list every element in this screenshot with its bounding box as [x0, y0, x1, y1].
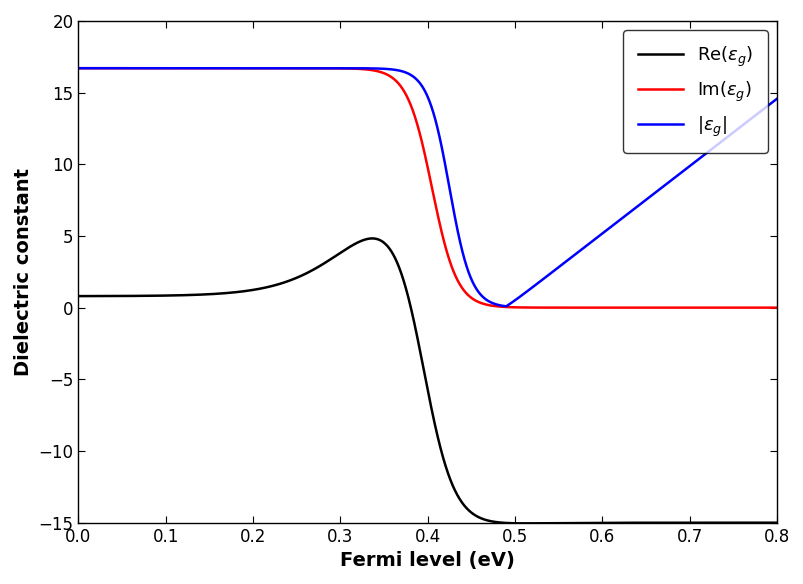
Re($\varepsilon_g$)	[73, 293, 83, 300]
Im($\varepsilon_g$)	[715, 304, 724, 311]
Line: Re($\varepsilon_g$): Re($\varepsilon_g$)	[78, 238, 776, 523]
X-axis label: Fermi level (eV): Fermi level (eV)	[340, 551, 515, 570]
Re($\varepsilon_g$)	[405, 303, 414, 310]
Im($\varepsilon_g$)	[771, 304, 781, 311]
|$\varepsilon_g$|	[750, 112, 760, 119]
Re($\varepsilon_g$)	[581, 519, 590, 526]
Legend: Re($\varepsilon_g$), Im($\varepsilon_g$), |$\varepsilon_g$|: Re($\varepsilon_g$), Im($\varepsilon_g$)…	[622, 30, 767, 153]
|$\varepsilon_g$|	[581, 242, 590, 249]
|$\varepsilon_g$|	[366, 65, 376, 72]
Y-axis label: Dielectric constant: Dielectric constant	[14, 168, 33, 376]
Line: Im($\varepsilon_g$): Im($\varepsilon_g$)	[78, 68, 776, 308]
Im($\varepsilon_g$)	[581, 304, 590, 311]
|$\varepsilon_g$|	[405, 71, 414, 78]
Re($\varepsilon_g$)	[520, 520, 529, 527]
Im($\varepsilon_g$)	[372, 68, 381, 75]
Re($\varepsilon_g$)	[771, 519, 781, 526]
Re($\varepsilon_g$)	[750, 519, 760, 526]
Re($\varepsilon_g$)	[367, 235, 377, 242]
Im($\varepsilon_g$)	[750, 304, 760, 311]
Re($\varepsilon_g$)	[373, 236, 382, 243]
Im($\varepsilon_g$)	[405, 100, 414, 107]
Im($\varepsilon_g$)	[73, 65, 83, 72]
Re($\varepsilon_g$)	[366, 235, 376, 242]
Line: |$\varepsilon_g$|: |$\varepsilon_g$|	[78, 68, 776, 307]
|$\varepsilon_g$|	[501, 303, 511, 310]
|$\varepsilon_g$|	[73, 65, 83, 72]
|$\varepsilon_g$|	[715, 138, 725, 145]
|$\varepsilon_g$|	[771, 95, 781, 102]
|$\varepsilon_g$|	[372, 65, 381, 72]
Im($\varepsilon_g$)	[366, 67, 376, 74]
Re($\varepsilon_g$)	[715, 519, 725, 526]
